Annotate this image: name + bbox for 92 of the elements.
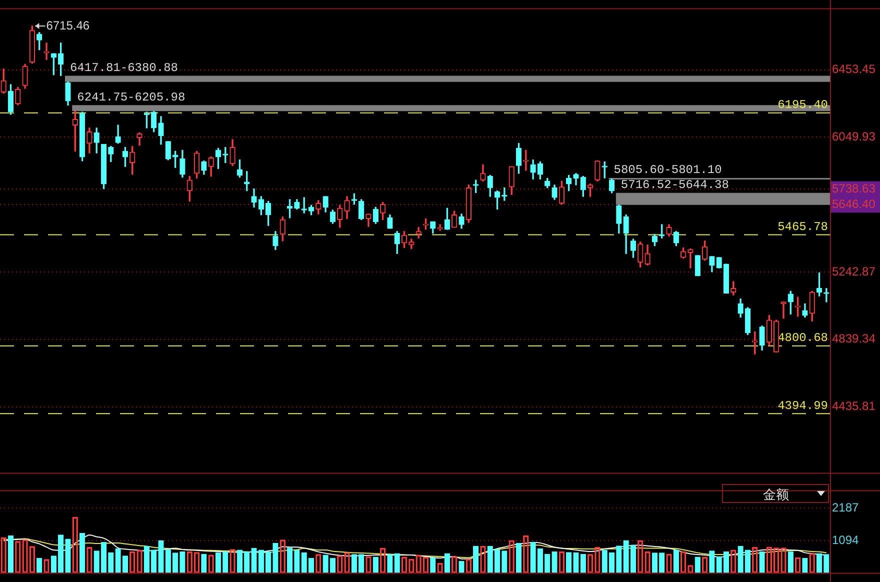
bar	[738, 546, 744, 573]
bar	[222, 551, 228, 573]
bar	[172, 552, 178, 573]
bar	[616, 546, 622, 573]
bar	[530, 542, 536, 573]
y-tick-label: 2187	[832, 500, 860, 514]
line-series	[3, 538, 827, 558]
bar	[816, 553, 822, 573]
bar	[372, 556, 378, 573]
bar	[244, 551, 250, 573]
bar	[824, 554, 830, 573]
bar	[394, 553, 400, 573]
bar	[659, 552, 665, 573]
bar	[444, 553, 450, 573]
bar	[201, 554, 207, 573]
bar	[544, 554, 550, 573]
bar	[65, 538, 71, 573]
bar	[265, 551, 272, 573]
y-tick-label: 5242.87	[832, 264, 876, 278]
bar	[458, 560, 464, 573]
bar	[100, 542, 107, 573]
band-label: 6417.81-6380.88	[70, 60, 178, 75]
bar	[144, 546, 150, 573]
bar	[286, 548, 293, 573]
bar	[580, 554, 586, 573]
bar	[351, 554, 358, 573]
bar	[802, 558, 808, 573]
bar	[108, 552, 114, 573]
bar	[151, 550, 157, 573]
bar	[165, 549, 171, 573]
band-label: 5716.52-5644.38	[620, 178, 729, 192]
bar	[472, 546, 479, 573]
band-label: 5805.60-5801.10	[614, 163, 722, 178]
bar	[180, 551, 186, 573]
bar	[301, 552, 307, 573]
bar	[652, 552, 658, 573]
bar	[608, 552, 615, 573]
bar	[494, 549, 500, 573]
bar	[251, 548, 257, 573]
candlestick	[688, 248, 694, 268]
y-tick-label: 6453.45	[832, 62, 876, 76]
y-tick-label: 5646.40	[832, 196, 876, 211]
bar	[94, 550, 100, 573]
dropdown-field: 金额	[722, 484, 829, 503]
band-label: 6241.75-6205.98	[77, 90, 186, 104]
bar	[215, 552, 222, 573]
bar	[537, 548, 544, 573]
bar	[716, 556, 722, 573]
bar	[709, 550, 715, 573]
bar	[623, 540, 629, 573]
y-tick-label: 5738.63	[832, 182, 876, 196]
bar	[723, 551, 730, 573]
bar	[358, 554, 364, 573]
annotation: 6715.46	[46, 18, 90, 32]
bar	[744, 550, 751, 573]
bar	[673, 550, 679, 573]
bar	[58, 534, 64, 573]
bar	[573, 552, 579, 573]
bar	[566, 552, 572, 573]
ref-line-label: 4394.99	[778, 398, 828, 413]
bar	[516, 542, 522, 573]
bar	[487, 546, 493, 573]
bar	[322, 554, 328, 573]
bar	[8, 536, 14, 573]
bar	[79, 532, 86, 573]
y-tick-label: 4435.81	[832, 399, 876, 414]
bar	[272, 542, 278, 573]
bar	[308, 558, 314, 573]
bar	[630, 544, 636, 573]
bar	[759, 551, 765, 573]
bar	[694, 556, 700, 573]
y-tick-label: 6049.93	[832, 129, 876, 144]
ref-line-label: 4800.68	[778, 331, 828, 346]
bar	[115, 548, 121, 573]
bar	[36, 558, 42, 573]
bar	[788, 551, 794, 573]
bar	[602, 550, 608, 573]
ref-line-label: 5465.78	[778, 220, 828, 234]
bar	[552, 551, 558, 573]
bar	[294, 550, 300, 573]
y-tick-label: 4839.34	[832, 332, 876, 346]
bar	[330, 558, 336, 573]
bar	[158, 540, 164, 573]
bar	[50, 556, 56, 573]
bar	[502, 550, 508, 573]
chart-title: 金额	[763, 487, 789, 504]
bar	[236, 550, 243, 573]
bar	[122, 556, 128, 573]
bar	[258, 550, 264, 573]
y-tick-label: 1094	[832, 532, 860, 547]
bar	[387, 554, 393, 573]
bar	[430, 557, 436, 573]
